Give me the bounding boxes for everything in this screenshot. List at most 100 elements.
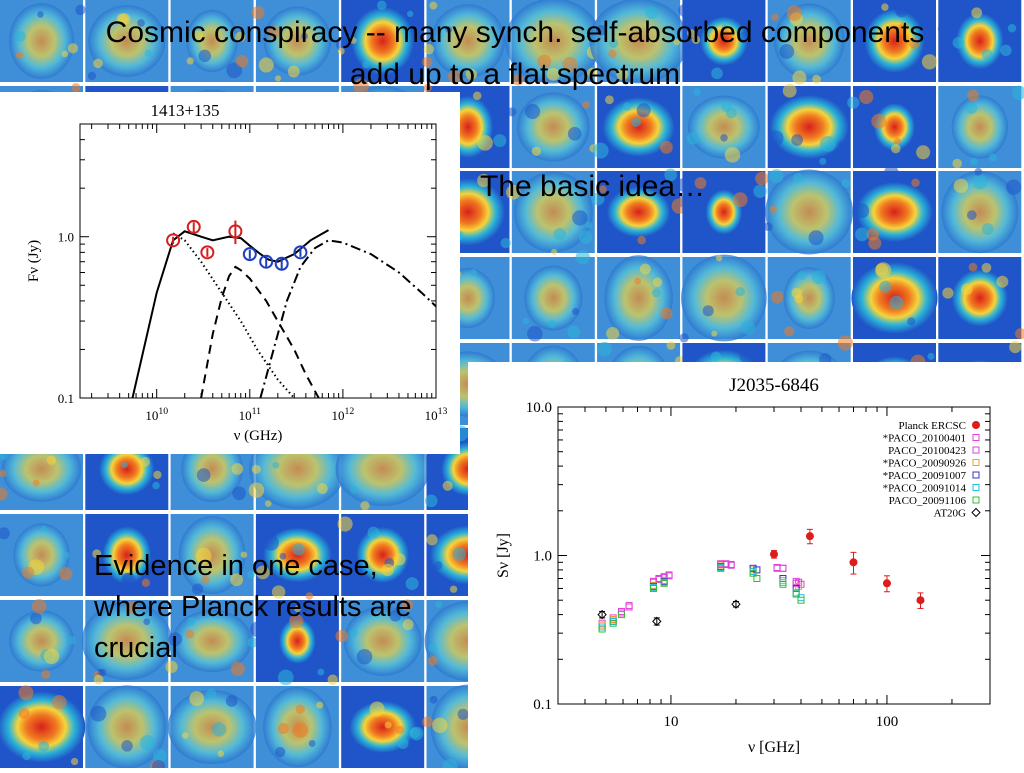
mosaic-speckle — [255, 565, 270, 580]
mosaic-speckle — [553, 227, 566, 241]
mosaic-speckle — [235, 55, 249, 68]
paco-point — [625, 603, 633, 611]
mosaic-speckle — [442, 480, 453, 491]
mosaic-speckle — [859, 89, 874, 105]
mosaic-speckle — [168, 632, 183, 647]
mosaic-speckle — [139, 735, 156, 751]
mosaic-speckle — [505, 184, 521, 200]
mosaic-speckle — [247, 570, 256, 579]
mosaic-speckle — [230, 661, 245, 676]
paco-point — [598, 619, 606, 627]
mosaic-speckle — [791, 134, 804, 146]
mosaic-speckle — [196, 468, 211, 482]
mosaic-speckle — [470, 268, 478, 276]
mosaic-speckle — [376, 0, 387, 11]
mosaic-speckle — [152, 481, 160, 490]
mosaic-blob — [0, 691, 86, 763]
mosaic-speckle — [186, 57, 194, 65]
mosaic-speckle — [409, 727, 421, 739]
mosaic-speckle — [428, 521, 440, 533]
spectrum-chart-1413: 1413+135 1010 1011 1012 1013 0.1 1.0 ν (GHz) Fν … — [0, 92, 460, 454]
mosaic-speckle — [472, 91, 482, 101]
mosaic-speckle — [248, 482, 265, 498]
paco-point — [660, 579, 668, 587]
mosaic-blob — [524, 265, 583, 331]
paco-point — [609, 616, 617, 624]
chart-title: J2035-6846 — [729, 375, 819, 396]
mosaic-speckle — [591, 192, 605, 206]
mosaic-speckle — [230, 573, 244, 587]
mosaic-speckle — [92, 549, 102, 559]
y-axis-label: Fν (Jy) — [26, 240, 42, 282]
mosaic-speckle — [353, 78, 369, 95]
mosaic-speckle — [435, 600, 443, 608]
chart-j2035-svg: J2035-6846 10 100 0.1 1.0 10.0 ν [GHz] Sν [Jy] P… — [495, 375, 991, 756]
planck-point — [849, 558, 858, 567]
mosaic-speckle — [317, 483, 328, 495]
mosaic-speckle — [720, 134, 728, 142]
mosaic-speckle — [423, 83, 432, 93]
mosaic-speckle — [673, 39, 680, 46]
mosaic-speckle — [153, 748, 167, 763]
model-curve-dash-dot — [259, 239, 436, 398]
mosaic-speckle — [59, 567, 73, 581]
mosaic-speckle — [0, 487, 8, 501]
mosaic-speckle — [784, 326, 795, 337]
blue-data-point — [293, 245, 308, 260]
mosaic-speckle — [808, 230, 824, 246]
mosaic-speckle — [445, 26, 453, 33]
mosaic-speckle — [820, 135, 836, 152]
mosaic-speckle — [428, 655, 438, 666]
mosaic-speckle — [971, 7, 983, 19]
paco-point — [717, 564, 725, 572]
mosaic-speckle — [206, 688, 217, 699]
mosaic-blob — [873, 103, 916, 151]
paco-point — [795, 582, 803, 590]
mosaic-speckle — [38, 740, 50, 752]
red-data-point — [186, 219, 201, 234]
mosaic-speckle — [465, 68, 477, 80]
mosaic-speckle — [622, 102, 632, 111]
mosaic-speckle — [693, 87, 701, 96]
mosaic-speckle — [301, 32, 308, 40]
mosaic-speckle — [426, 534, 438, 546]
mosaic-speckle — [93, 58, 103, 69]
mosaic-speckle — [292, 543, 305, 556]
mosaic-blob — [263, 6, 332, 76]
mosaic-speckle — [837, 335, 853, 351]
y-tick-label: 0.1 — [58, 391, 74, 406]
legend-label: AT20G — [934, 508, 966, 520]
mosaic-speckle — [578, 230, 593, 244]
mosaic-speckle — [67, 43, 79, 54]
mosaic-speckle — [367, 526, 380, 539]
mosaic-blob — [279, 618, 316, 664]
mosaic-blob — [687, 95, 760, 159]
mosaic-speckle — [389, 609, 402, 622]
mosaic-speckle — [582, 100, 590, 109]
mosaic-blob — [356, 527, 410, 583]
red-data-point — [200, 245, 215, 260]
mosaic-speckle — [226, 62, 243, 79]
mosaic-speckle — [953, 178, 969, 194]
mosaic-speckle — [841, 178, 851, 188]
mosaic-speckle — [457, 708, 469, 720]
mosaic-blob — [431, 4, 505, 78]
mosaic-speckle — [763, 222, 773, 232]
mosaic-speckle — [907, 317, 916, 326]
paco-point — [598, 623, 606, 631]
mosaic-speckle — [423, 44, 435, 55]
mosaic-speckle — [952, 158, 962, 169]
mosaic-speckle — [791, 287, 803, 299]
red-data-point — [166, 233, 181, 248]
mosaic-speckle — [362, 61, 370, 69]
mosaic-speckle — [586, 67, 598, 78]
legend-label: PACO_20100423 — [888, 445, 966, 457]
legend-label: PACO_20091106 — [889, 495, 967, 507]
mosaic-speckle — [970, 157, 978, 166]
mosaic-speckle — [294, 605, 301, 613]
mosaic-speckle — [1000, 44, 1012, 57]
mosaic-speckle — [225, 695, 238, 707]
blue-data-point — [274, 256, 289, 271]
mosaic-speckle — [895, 5, 906, 16]
paco-point — [797, 580, 805, 588]
